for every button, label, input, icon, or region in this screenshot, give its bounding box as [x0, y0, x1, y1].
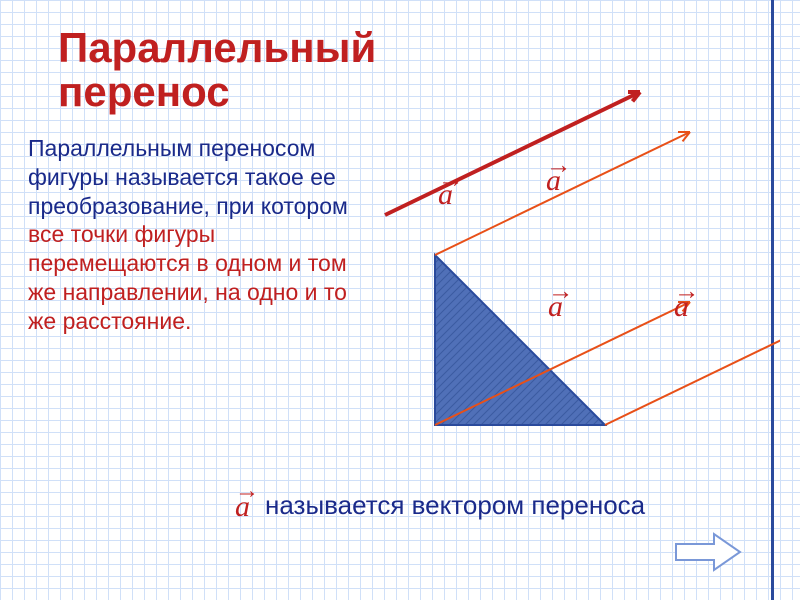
vector-arrow-icon: →	[235, 478, 250, 505]
vector-a-label: →a	[438, 178, 453, 212]
definition-paragraph: Параллельным переносом фигуры называется…	[28, 134, 378, 335]
paragraph-span: Параллельным переносом фигуры называется…	[28, 135, 348, 219]
main-vector	[385, 92, 640, 215]
paragraph-span: все точки фигуры перемещаются в одном и …	[28, 221, 347, 333]
footer-vector-a: → a	[235, 490, 250, 524]
vector-arrow-icon: →	[546, 150, 561, 180]
vector-a-label: →a	[674, 290, 689, 324]
next-arrow-icon[interactable]	[674, 532, 742, 572]
slide-title: Параллельный перенос	[58, 26, 376, 114]
translation-vector	[605, 302, 780, 425]
diagram	[370, 80, 780, 450]
triangle	[435, 255, 605, 425]
footer-text: называется вектором переноса	[265, 490, 645, 521]
vector-arrow-icon: →	[548, 276, 563, 306]
vector-arrow-icon: →	[438, 164, 453, 194]
slide: Параллельный перенос Параллельным перено…	[0, 0, 800, 600]
vector-arrow-icon: →	[674, 276, 689, 306]
vector-a-label: →a	[548, 290, 563, 324]
vector-a-label: →a	[546, 164, 561, 198]
next-arrow-path	[676, 534, 740, 570]
diagram-content	[385, 92, 780, 425]
